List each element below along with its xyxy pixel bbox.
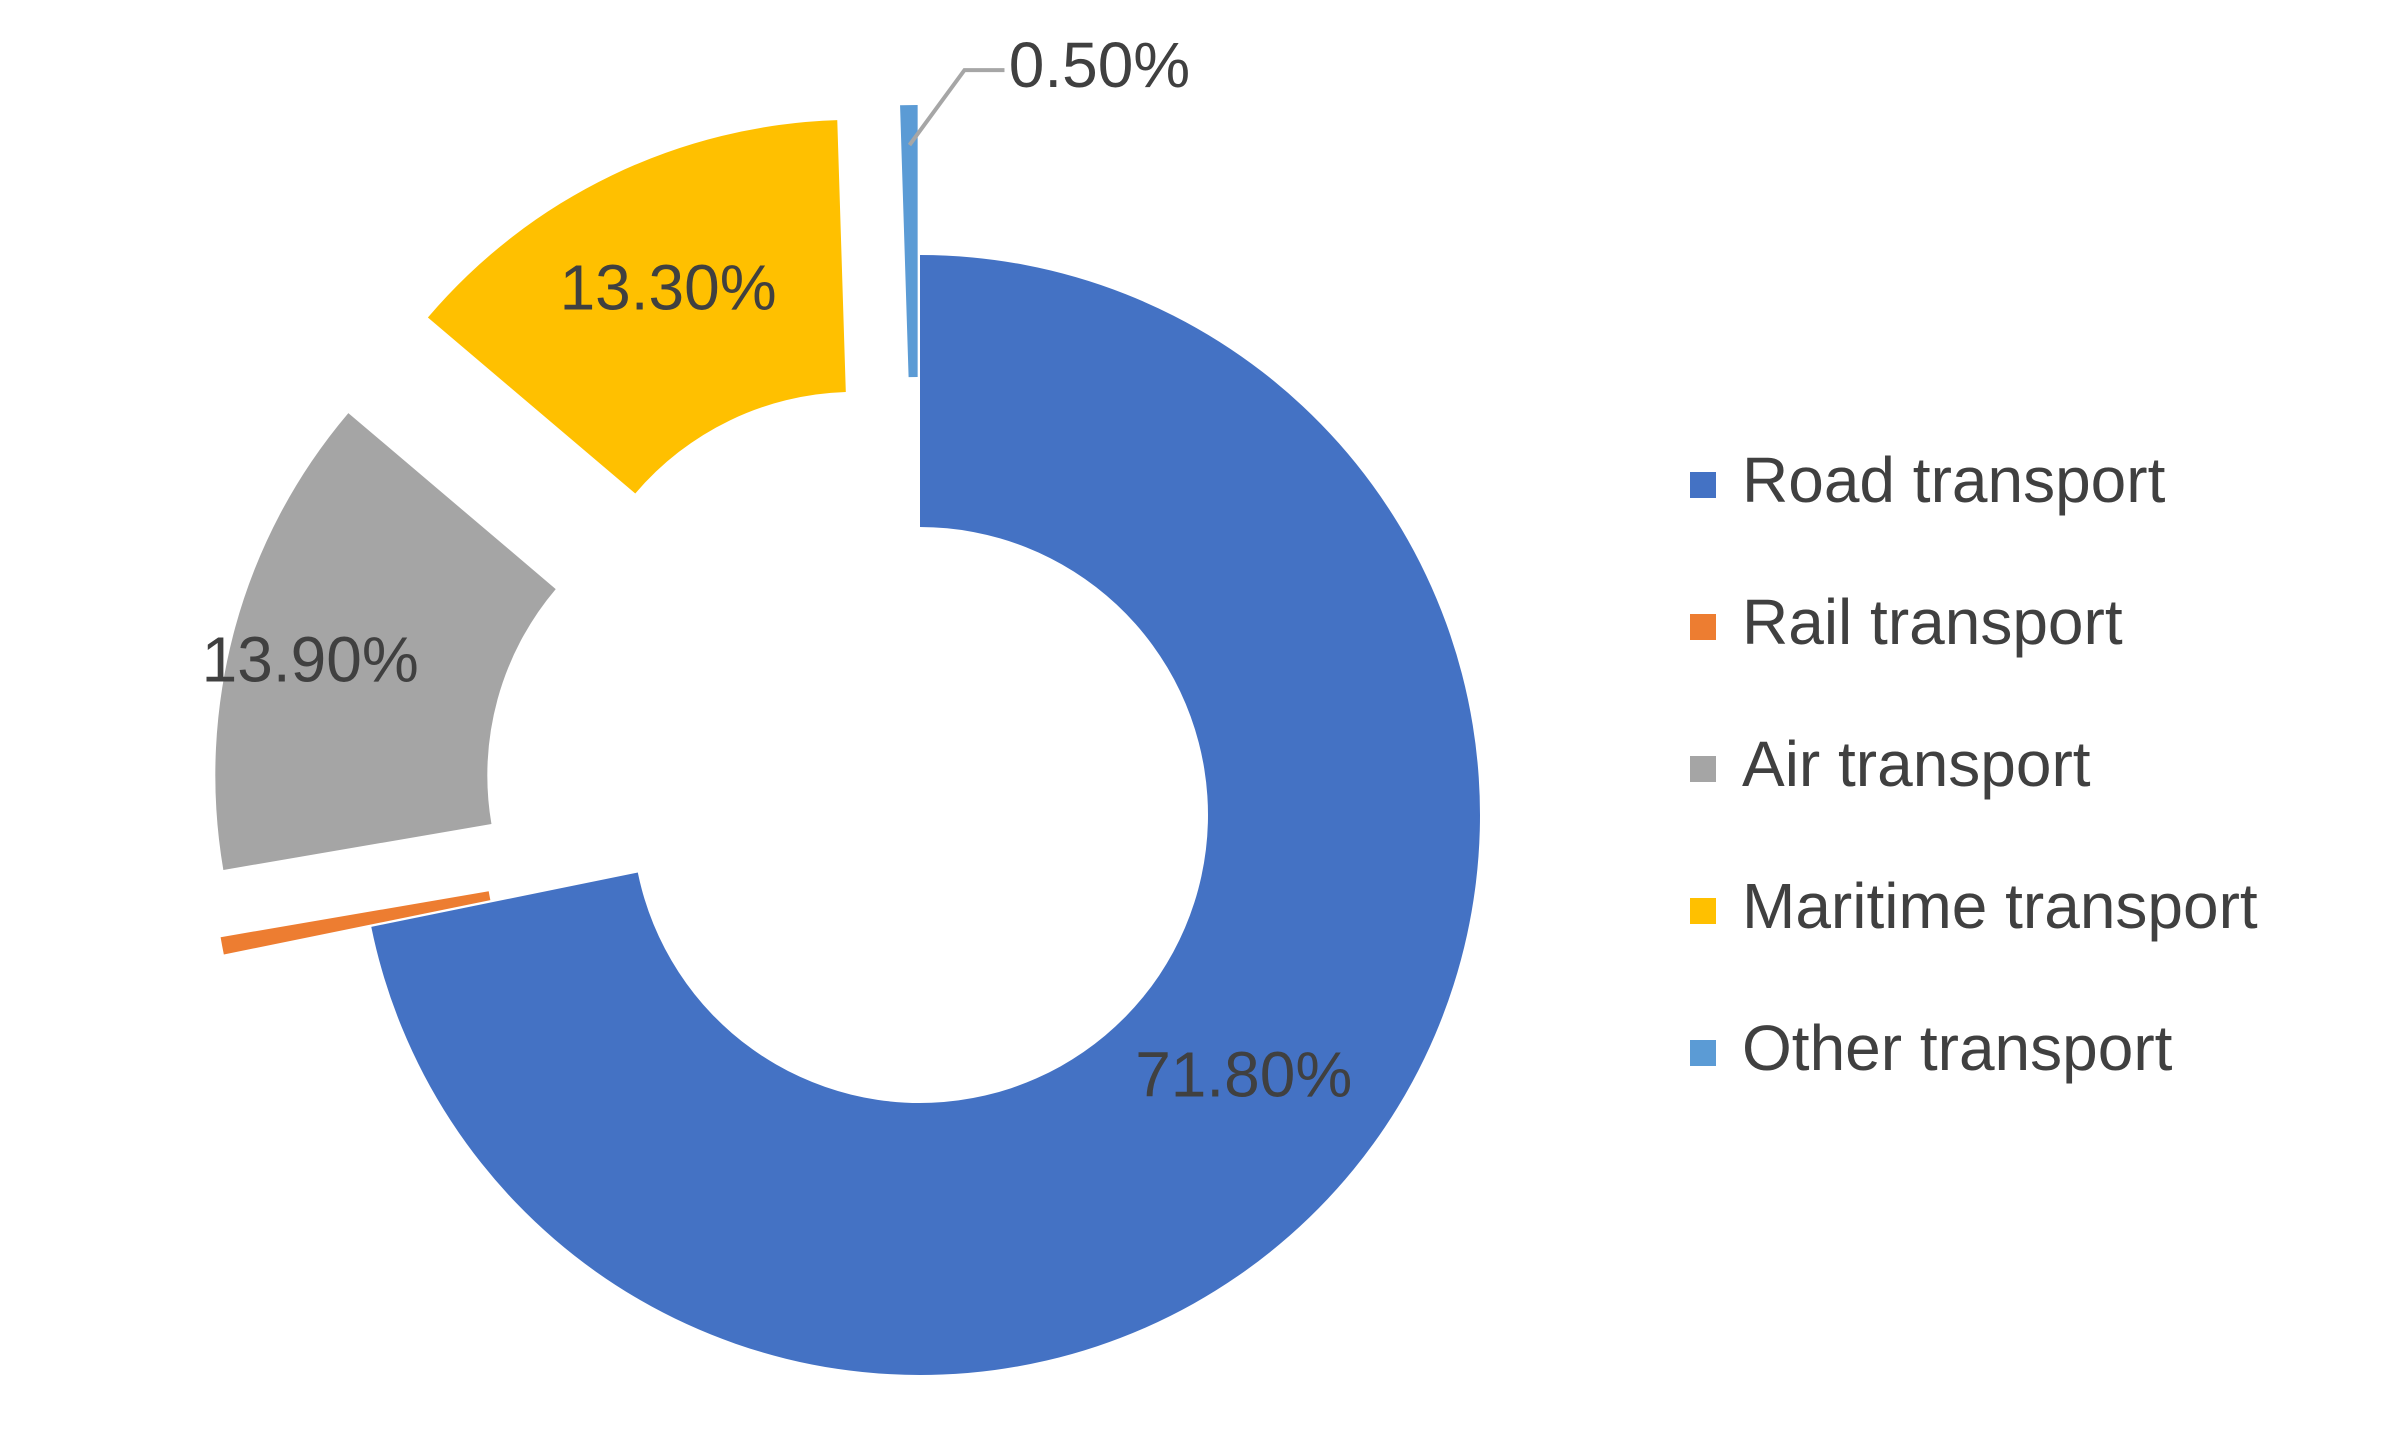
data-label-road-transport: 71.80% <box>1135 1038 1352 1110</box>
slice-road-transport <box>371 255 1481 1375</box>
legend-swatch-rail-transport <box>1690 614 1716 640</box>
legend-swatch-air-transport <box>1690 756 1716 782</box>
slice-maritime-transport <box>427 120 846 494</box>
legend-swatch-road-transport <box>1690 472 1716 498</box>
legend-swatch-maritime-transport <box>1690 898 1716 924</box>
data-label-other-transport: 0.50% <box>1009 29 1190 101</box>
data-labels: 71.80%0.50%13.90%13.30%0.50% <box>202 29 1353 1110</box>
data-label-maritime-transport: 13.30% <box>560 251 777 323</box>
legend-label-air-transport: Air transport <box>1742 728 2091 800</box>
legend-label-other-transport: Other transport <box>1742 1012 2173 1084</box>
slice-air-transport <box>215 413 556 870</box>
data-label-air-transport: 13.90% <box>202 623 419 695</box>
slice-rail-transport <box>220 891 491 955</box>
legend-label-rail-transport: Rail transport <box>1742 586 2123 658</box>
legend-label-road-transport: Road transport <box>1742 444 2166 516</box>
legend-label-maritime-transport: Maritime transport <box>1742 870 2258 942</box>
slice-other-transport <box>900 105 918 378</box>
leader-line-other-transport <box>907 68 1005 147</box>
legend-swatch-other-transport <box>1690 1040 1716 1066</box>
leader-lines <box>907 68 1005 147</box>
slices <box>215 105 1481 1375</box>
legend: Road transport Rail transport Air transpor… <box>1690 444 2258 1084</box>
